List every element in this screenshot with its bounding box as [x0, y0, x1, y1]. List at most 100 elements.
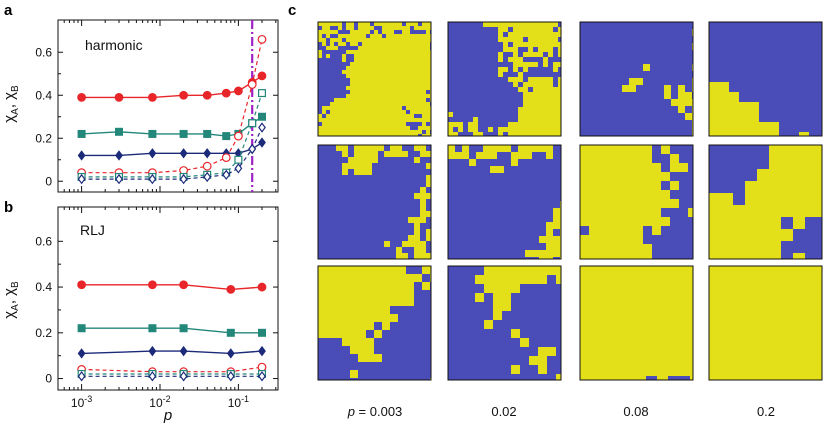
snapshot-border	[447, 21, 562, 137]
particle-b-domains	[580, 145, 693, 259]
snapshot-2-2	[579, 265, 694, 381]
series-4-point	[234, 155, 243, 164]
series-1-point	[179, 324, 188, 333]
series-1-point	[148, 324, 157, 333]
snapshot-background	[580, 266, 693, 380]
panel-c-label: c	[288, 2, 296, 19]
ytick-label: 0	[45, 372, 52, 386]
snapshot-border	[579, 265, 694, 381]
series-1-point	[257, 328, 266, 337]
xtick-label: 10-3	[71, 394, 92, 410]
panel-a-ylabel-sep: , χ	[1, 92, 18, 108]
series-2-point	[258, 137, 266, 148]
particle-b-domains	[318, 145, 431, 259]
series-0-point	[77, 92, 87, 102]
snapshot-border	[708, 265, 823, 381]
caption-p-0.08: 0.08	[623, 404, 648, 419]
snapshot-border	[579, 21, 694, 137]
series-5-point	[222, 169, 231, 180]
panel-b-xlabel: p	[163, 407, 172, 424]
particle-b-domains	[580, 22, 693, 136]
panel-a-ticks: 0 0.2 0.4 0.6	[35, 20, 278, 192]
series-3-point	[221, 153, 231, 163]
caption-p-0.02: 0.02	[491, 404, 516, 419]
series-2-point	[226, 348, 235, 359]
series-5-point	[77, 173, 86, 185]
snapshot-border	[708, 21, 823, 137]
panel-b-ylabel-sep: , χ	[1, 288, 18, 304]
panel-a-label: a	[4, 2, 13, 19]
panel-a-ylabel-sub-b: B	[10, 85, 21, 92]
panel-b-label: b	[4, 199, 13, 216]
series-2-point	[148, 345, 157, 357]
series-1-point	[257, 112, 266, 121]
series-1-point	[148, 129, 157, 138]
snapshot-2-1	[579, 144, 694, 260]
series-3-point	[247, 80, 257, 89]
panel-a-ylabel-sub-a: A	[10, 108, 21, 115]
panel-c-snapshots	[317, 21, 823, 381]
series-5-point	[179, 371, 188, 382]
panel-b-ticks: 00.20.40.610-3 10-2 10-1	[35, 207, 278, 410]
panel-b-ylabel-sub-b: B	[10, 281, 21, 288]
panel-a-marks	[77, 20, 267, 192]
snapshot-border	[579, 144, 694, 260]
series-4-point	[257, 89, 266, 98]
series-0-point	[257, 282, 267, 292]
caption-p-symbol: p	[347, 404, 355, 419]
snapshot-3-1	[708, 144, 823, 260]
particle-b-domains	[709, 145, 822, 259]
series-4-point	[248, 119, 257, 128]
series-1-line	[81, 327, 262, 334]
panel-a-annotation: harmonic	[85, 37, 143, 53]
panel-a-chart: harmonic χA, χB 0 0.2 0.4 0.6	[1, 19, 279, 193]
panel-b-frame	[57, 206, 279, 391]
panel-b-ylabel: χA, χB	[1, 281, 21, 319]
series-1-point	[203, 129, 212, 138]
series-0-point	[179, 90, 188, 100]
panel-b-marks	[77, 280, 267, 382]
xtick-label-base: 10	[149, 396, 163, 410]
series-5-point	[148, 371, 157, 382]
caption-p-0.003: p = 0.003	[347, 404, 403, 419]
ytick-label: 0.4	[35, 280, 52, 294]
series-5-point	[203, 171, 212, 183]
series-5-point	[226, 371, 235, 382]
series-2-point	[179, 345, 188, 357]
snapshot-0-1	[317, 144, 432, 260]
series-3-point	[257, 34, 267, 44]
series-0-line	[81, 75, 263, 99]
series-0-point	[221, 88, 231, 98]
series-5-point	[258, 122, 266, 133]
snapshot-1-1	[447, 144, 562, 260]
panel-b-chart: RLJ χA, χB p 00.20.40.610-3 10-2 10-1	[1, 206, 279, 424]
caption-p-0.2: 0.2	[757, 404, 775, 419]
snapshot-3-0	[708, 21, 823, 137]
series-0-point	[179, 280, 188, 290]
series-2-point	[203, 148, 212, 159]
ytick-label: 0.4	[35, 88, 52, 102]
particle-b-domains	[448, 266, 561, 380]
snapshot-0-2	[317, 265, 432, 381]
particle-b-domains	[709, 22, 822, 136]
panel-a-ylabel: χA, χB	[1, 85, 21, 123]
snapshot-border	[447, 265, 562, 381]
series-1-point	[77, 324, 86, 333]
xtick-label: 10-2	[149, 394, 170, 410]
particle-b-domains	[448, 22, 561, 136]
snapshot-3-2	[708, 265, 823, 381]
caption-p-value: = 0.003	[355, 404, 402, 419]
panel-b-annotation: RLJ	[80, 222, 105, 238]
series-1-point	[222, 132, 231, 141]
xtick-label-base: 10	[228, 396, 242, 410]
panel-c-captions: p = 0.003 0.02 0.08 0.2	[347, 404, 775, 419]
xtick-label-base: 10	[71, 396, 85, 410]
snapshot-border	[317, 21, 432, 137]
series-3-point	[202, 161, 212, 171]
xtick-label-exp: -1	[241, 394, 249, 404]
series-2-point	[77, 150, 86, 161]
panel-a-frame	[57, 19, 279, 193]
series-0-point	[148, 92, 157, 102]
series-0-point	[226, 284, 236, 294]
